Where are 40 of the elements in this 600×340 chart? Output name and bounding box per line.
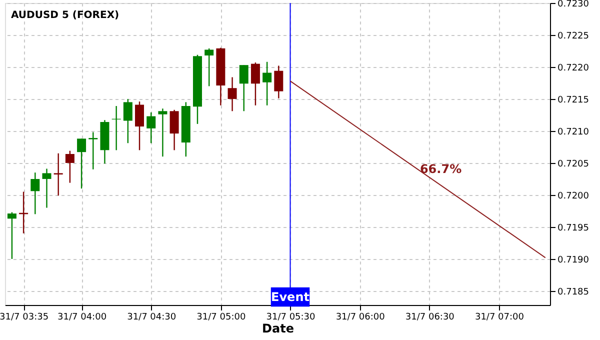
candlestick bbox=[88, 132, 98, 170]
x-tick-label: 31/7 04:30 bbox=[127, 312, 176, 322]
text: AUDUSD 5 (FOREX) bbox=[11, 10, 120, 21]
candlestick bbox=[7, 212, 16, 260]
candlestick bbox=[65, 150, 74, 184]
y-tick-label: 0.7200 bbox=[558, 191, 590, 202]
x-tick-label: 31/7 04:00 bbox=[58, 312, 107, 322]
x-axis-title: Date bbox=[262, 322, 294, 336]
y-tick-label: 0.7220 bbox=[558, 63, 590, 74]
candlestick bbox=[146, 112, 156, 144]
candlestick bbox=[54, 152, 63, 196]
y-tick-label: 0.7205 bbox=[558, 159, 589, 170]
y-tick-label: 0.7185 bbox=[558, 287, 589, 298]
candlestick bbox=[250, 62, 260, 106]
candlestick bbox=[30, 172, 40, 215]
candlestick bbox=[158, 108, 168, 158]
candlestick bbox=[274, 65, 284, 99]
candlestick bbox=[77, 138, 86, 190]
x-tick-label: 31/7 06:30 bbox=[405, 312, 455, 322]
y-tick-label: 0.7195 bbox=[558, 223, 589, 234]
y-tick-label: 0.7230 bbox=[558, 0, 590, 10]
x-tick-label: 31/7 07:00 bbox=[474, 312, 524, 322]
candlestick bbox=[262, 61, 272, 106]
x-tick-label: 31/7 06:00 bbox=[336, 312, 386, 322]
x-tick-label: 31/7 05:00 bbox=[196, 312, 246, 322]
candlestick bbox=[42, 168, 52, 208]
y-tick-label: 0.7215 bbox=[558, 95, 589, 106]
candlestick bbox=[170, 109, 179, 151]
ref-line-label: Event bbox=[271, 290, 310, 304]
candlestick bbox=[123, 98, 132, 144]
candlestick bbox=[135, 100, 144, 151]
annotation: 66.7% bbox=[420, 162, 462, 176]
y-tick-label: 0.7225 bbox=[558, 31, 589, 42]
candlestick bbox=[228, 76, 237, 112]
x-tick-label: 31/7 03:35 bbox=[0, 312, 49, 322]
candlestick bbox=[239, 64, 248, 112]
y-tick-label: 0.7190 bbox=[558, 255, 590, 266]
candlestick bbox=[204, 48, 214, 87]
x-tick-label: 31/7 05:30 bbox=[266, 312, 316, 322]
y-tick-label: 0.7210 bbox=[558, 127, 590, 138]
